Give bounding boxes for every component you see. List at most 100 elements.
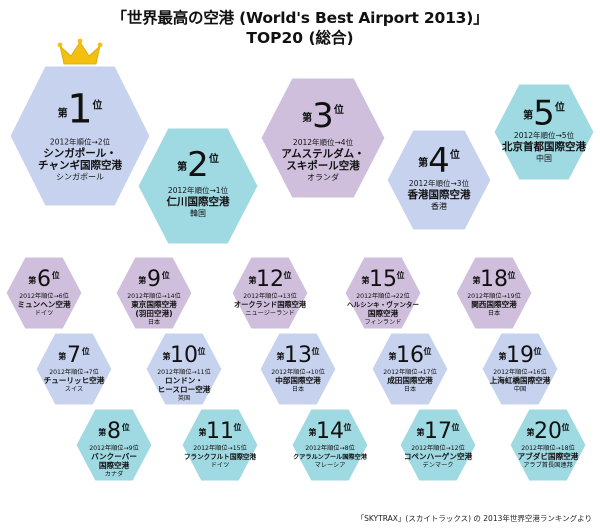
rank-suffix: 位 xyxy=(82,346,90,356)
rank-number: 6 xyxy=(37,267,51,292)
airport-name: ヘルシンキ・ヴァンター xyxy=(347,300,419,309)
airport-name: オークランド国際空港 xyxy=(234,300,307,309)
previous-rank: 2012年順位→13位 xyxy=(243,292,297,300)
rank-prefix: 第 xyxy=(98,427,106,437)
previous-rank: 2012年順位→2位 xyxy=(50,136,111,146)
previous-rank: 2012年順位→9位 xyxy=(89,444,139,452)
airport-name: シンガポール・ xyxy=(43,146,117,159)
hexagon-shape xyxy=(9,65,151,207)
country-name: オランダ xyxy=(307,172,339,182)
country-name: ドイツ xyxy=(35,310,54,317)
country-name: フィンランド xyxy=(364,319,401,326)
rank-number: 11 xyxy=(206,419,234,444)
rank-suffix: 位 xyxy=(555,101,565,114)
rank-number: 16 xyxy=(396,343,424,368)
airport-name: 成田国際空港 xyxy=(387,375,433,385)
country-name: 中国 xyxy=(514,385,526,393)
rank-suffix: 位 xyxy=(162,270,170,280)
airport-name: 香港国際空港 xyxy=(407,188,471,201)
country-name: マレーシア xyxy=(315,462,346,469)
hexagon-shape xyxy=(455,256,533,330)
airport-name: 北京首都国際空港 xyxy=(502,140,586,153)
rank-suffix: 位 xyxy=(233,422,241,432)
airport-name: 国際空港 xyxy=(368,308,399,318)
rank-number: 18 xyxy=(480,267,508,292)
country-name: スイス xyxy=(65,386,83,393)
country-name: シンガポール xyxy=(56,171,104,181)
rank-prefix: 第 xyxy=(199,427,207,437)
rank-suffix: 位 xyxy=(451,422,459,432)
rank-number: 1 xyxy=(67,86,92,132)
airport-name: (羽田空港) xyxy=(135,308,172,318)
rank-suffix: 位 xyxy=(423,346,431,356)
airport-name: ヒースロー空港 xyxy=(158,384,211,394)
rank-suffix: 位 xyxy=(311,346,319,356)
previous-rank: 2012年順位→7位 xyxy=(49,368,99,376)
airport-name: クアラルンプール国際空港 xyxy=(293,453,368,461)
crown-jewel-icon xyxy=(77,38,83,44)
airport-name: コペンハーゲン空港 xyxy=(404,451,473,461)
rank-prefix: 第 xyxy=(163,351,171,361)
airport-name: チャンギ国際空港 xyxy=(38,158,122,171)
rank-prefix: 第 xyxy=(58,106,68,119)
previous-rank: 2012年順位→12位 xyxy=(411,444,465,452)
country-name: カナダ xyxy=(105,470,124,478)
airport-name: 上海虹橋国際空港 xyxy=(490,375,551,385)
previous-rank: 2012年順位→14位 xyxy=(127,292,181,300)
hexagon-shape xyxy=(137,127,259,245)
rank-suffix: 位 xyxy=(92,98,102,111)
rank-prefix: 第 xyxy=(249,275,257,285)
airport-name: スキポール空港 xyxy=(286,159,360,172)
rank-number: 2 xyxy=(187,145,209,185)
country-name: デンマーク xyxy=(423,461,454,469)
hexagon-shape xyxy=(75,408,153,482)
hexagon-shape xyxy=(260,77,386,199)
rank-prefix: 第 xyxy=(58,351,66,361)
previous-rank: 2012年順位→5位 xyxy=(514,130,575,140)
previous-rank: 2012年順位→22位 xyxy=(356,292,410,300)
source-note: 「SKYTRAX」(スカイトラックス) の 2013年世界空港ランキングより xyxy=(356,514,592,523)
rank-prefix: 第 xyxy=(418,156,428,169)
rank-prefix: 第 xyxy=(362,275,370,285)
rank-prefix: 第 xyxy=(523,109,533,122)
previous-rank: 2012年順位→1位 xyxy=(168,185,229,195)
rank-prefix: 第 xyxy=(28,275,36,285)
rank-suffix: 位 xyxy=(283,270,291,280)
previous-rank: 2012年順位→15位 xyxy=(193,444,247,452)
crown-jewel-icon xyxy=(57,42,63,48)
rank-suffix: 位 xyxy=(396,270,404,280)
rank-number: 14 xyxy=(316,419,344,444)
airport-name: フランクフルト国際空港 xyxy=(184,452,256,461)
rank-prefix: 第 xyxy=(389,351,397,361)
rank-number: 4 xyxy=(428,141,450,181)
page-title: 「世界最高の空港 (World's Best Airport 2013)」 xyxy=(111,9,489,27)
airport-name: ミュンヘン空港 xyxy=(17,299,71,309)
previous-rank: 2012年順位→10位 xyxy=(271,368,325,376)
rank-number: 5 xyxy=(533,94,555,134)
rank-number: 13 xyxy=(284,343,312,368)
rank-suffix: 位 xyxy=(209,152,219,165)
airport-name: 関西国際空港 xyxy=(471,299,517,309)
previous-rank: 2012年順位→11位 xyxy=(157,368,211,376)
rank-suffix: 位 xyxy=(52,270,60,280)
country-name: 中国 xyxy=(536,153,552,163)
rank-suffix: 位 xyxy=(533,346,541,356)
previous-rank: 2012年順位→8位 xyxy=(305,444,355,452)
hexagon-shape xyxy=(344,256,422,330)
previous-rank: 2012年順位→19位 xyxy=(467,292,521,300)
hexagon-shape xyxy=(259,332,337,406)
airport-name: チューリッヒ空港 xyxy=(44,375,105,385)
country-name: ニュージーランド xyxy=(245,310,294,317)
